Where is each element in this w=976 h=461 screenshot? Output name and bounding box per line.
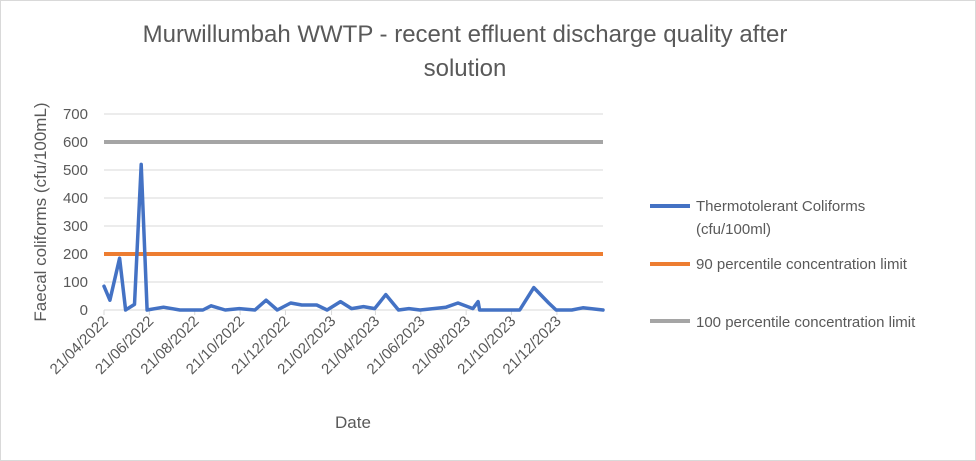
y-tick-label: 500: [63, 162, 88, 179]
series-line-coliforms: [102, 162, 605, 312]
y-tick-label: 300: [63, 218, 88, 235]
legend-label-90-percentile: 90 percentile concentration limit: [696, 256, 908, 273]
legend-label-coliforms-line-1: Thermotolerant Coliforms: [696, 198, 865, 215]
y-axis-title: Faecal coliforms (cfu/100mL): [31, 102, 50, 321]
y-tick-label: 700: [63, 106, 88, 123]
y-tick-label: 100: [63, 274, 88, 291]
chart-title-line-2: solution: [423, 55, 507, 82]
y-tick-label: 400: [63, 190, 88, 207]
chart-title: Murwillumbah WWTP - recent effluent disc…: [40, 18, 890, 86]
y-tick-label: 0: [80, 302, 88, 319]
y-tick-label: 200: [63, 246, 88, 263]
legend-label-100-percentile: 100 percentile concentration limit: [696, 314, 916, 331]
legend: Thermotolerant Coliforms (cfu/100ml) 90 …: [650, 198, 916, 331]
legend-label-coliforms-line-2: (cfu/100ml): [696, 221, 771, 238]
x-axis-title: Date: [335, 413, 371, 432]
x-tick-labels: 21/04/202221/06/202221/08/202221/10/2022…: [47, 310, 565, 378]
y-tick-labels: 0 100 200 300 400 500 600 700: [63, 106, 88, 319]
y-tick-label: 600: [63, 134, 88, 151]
series-group: [102, 140, 605, 312]
chart-title-line-1: Murwillumbah WWTP - recent effluent disc…: [142, 21, 788, 48]
